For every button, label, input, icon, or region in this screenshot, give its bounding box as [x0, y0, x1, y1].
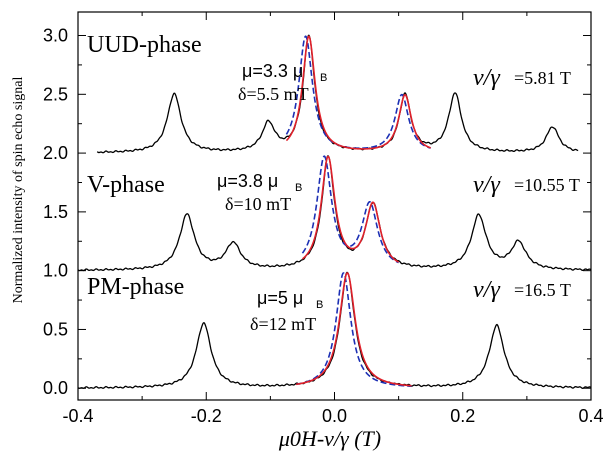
y-tick-label: 1.0 — [43, 261, 68, 281]
mu-sub-uud: B — [320, 72, 327, 84]
x-axis-title: μ0H-ν/γ (T) — [278, 426, 381, 451]
fit-blue-v — [301, 155, 399, 264]
x-tick-label: 0.0 — [322, 406, 347, 426]
delta-label-pm: δ=12 mT — [250, 314, 316, 334]
nu-symbol-uud: ν/γ — [473, 65, 500, 91]
nu-value-uud: =5.81 T — [514, 68, 571, 88]
x-tick-label: -0.2 — [191, 406, 222, 426]
y-tick-label: 0.0 — [43, 378, 68, 398]
phase-label-uud: UUD-phase — [87, 32, 202, 58]
delta-label-uud: δ=5.5 mT — [238, 84, 309, 104]
mu-label-v: μ=3.8 μ — [217, 171, 278, 191]
mu-sub-pm: B — [316, 299, 323, 311]
y-axis-title: Normalized intensity of spin echo signal — [11, 77, 26, 304]
x-tick-label: 0.4 — [578, 406, 603, 426]
y-tick-label: 2.0 — [43, 143, 68, 163]
x-tick-labels: -0.4 -0.2 0.0 0.2 0.4 — [62, 406, 603, 426]
y-tick-label: 1.5 — [43, 202, 68, 222]
phase-label-pm: PM-phase — [87, 274, 184, 300]
mu-label-uud: μ=3.3 μ — [242, 61, 303, 81]
fit-red-v — [301, 155, 400, 263]
fit-blue-pm — [295, 272, 412, 388]
mu-label-pm: μ=5 μ — [257, 288, 303, 308]
spectra-curves — [77, 34, 592, 389]
axis-ticks — [77, 12, 592, 400]
fit-red-uud — [285, 35, 431, 150]
nu-symbol-v: ν/γ — [473, 172, 500, 198]
fit-red-pm — [295, 272, 412, 387]
phase-label-v: V-phase — [87, 172, 165, 198]
mu-sub-v: B — [295, 182, 302, 194]
y-tick-label: 0.5 — [43, 319, 68, 339]
delta-label-v: δ=10 mT — [225, 194, 291, 214]
y-tick-label: 3.0 — [43, 26, 68, 46]
y-tick-labels: 0.0 0.5 1.0 1.5 2.0 2.5 3.0 — [43, 26, 68, 399]
x-tick-label: -0.4 — [62, 406, 93, 426]
y-tick-label: 2.5 — [43, 84, 68, 104]
x-tick-label: 0.2 — [450, 406, 475, 426]
nu-symbol-pm: ν/γ — [473, 277, 500, 303]
nu-value-v: =10.55 T — [514, 175, 580, 195]
nu-value-pm: =16.5 T — [514, 280, 571, 300]
